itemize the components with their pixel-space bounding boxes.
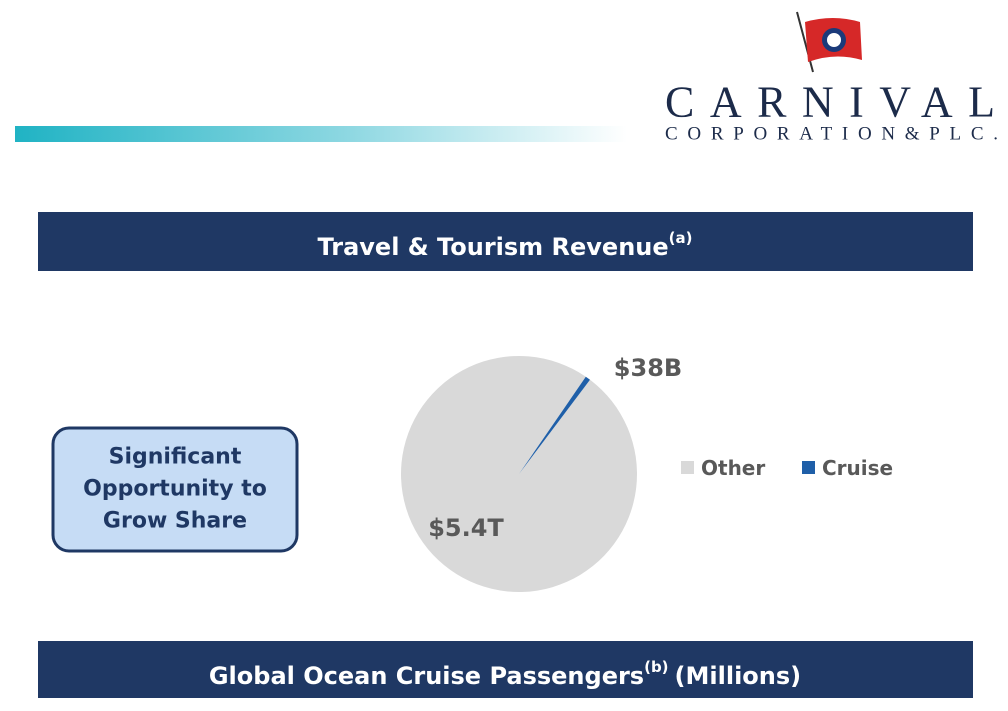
section-banner: [38, 641, 973, 698]
title-banner: [38, 212, 973, 271]
section-title: Global Ocean Cruise Passengers: [209, 662, 644, 690]
callout-line: Significant: [109, 445, 242, 470]
callout-box: [51, 426, 299, 553]
logo-name: CARNIVAL: [665, 78, 995, 127]
pie-slice: [401, 356, 638, 593]
value-label: $5.4T: [428, 514, 504, 542]
chart-title-line: Travel & Tourism Revenue(a): [318, 229, 693, 261]
section-note: (b): [644, 658, 668, 676]
pie-slice: [519, 376, 591, 474]
chart-title: Travel & Tourism Revenue: [318, 233, 669, 261]
value-label: $38B: [614, 354, 682, 382]
logo-flag: [796, 11, 862, 73]
legend-swatch: [681, 461, 694, 474]
accent-bar: [15, 126, 627, 142]
chart-title-note: (a): [669, 229, 693, 247]
callout: Significant Opportunity to Grow Share: [83, 445, 267, 534]
logo-subtitle: CORPORATION&PLC.: [665, 124, 998, 145]
section-unit: (Millions): [675, 662, 802, 690]
legend-label: Cruise: [822, 456, 893, 480]
callout-line: Grow Share: [103, 509, 247, 534]
pie-chart: $5.4T $38B Other Cruise: [401, 354, 893, 593]
legend-label: Other: [701, 456, 765, 480]
legend-swatch: [802, 461, 815, 474]
callout-line: Opportunity to: [83, 477, 267, 502]
section-title-line: Global Ocean Cruise Passengers(b) (Millio…: [209, 658, 801, 690]
